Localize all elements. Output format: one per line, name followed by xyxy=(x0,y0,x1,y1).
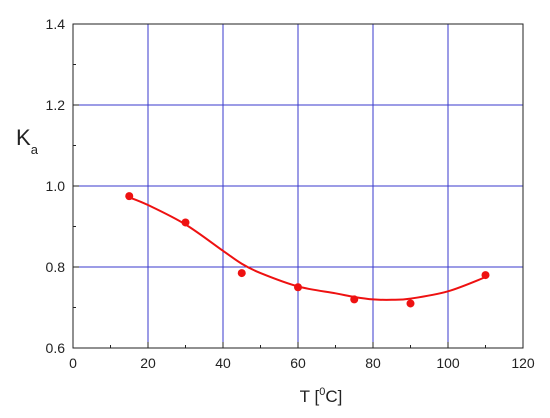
axis-ticks xyxy=(72,23,524,349)
x-tick-label: 80 xyxy=(365,355,381,371)
y-tick-labels: 0.6 0.8 1.0 1.2 1.4 xyxy=(46,16,66,356)
x-axis-label: T [0C] xyxy=(300,386,343,406)
y-tick-label: 0.8 xyxy=(46,259,66,275)
y-tick-label: 1.0 xyxy=(46,178,66,194)
y-tick-label: 0.6 xyxy=(46,340,66,356)
grid-lines xyxy=(73,24,523,348)
y-axis-label: Ka xyxy=(16,125,39,157)
data-point xyxy=(125,192,134,201)
x-tick-label: 40 xyxy=(215,355,231,371)
data-point xyxy=(294,283,302,292)
x-tick-label: 100 xyxy=(436,355,460,371)
data-point xyxy=(406,299,415,308)
fit-curve xyxy=(128,196,486,301)
data-points xyxy=(125,192,490,308)
y-tick-label: 1.2 xyxy=(46,97,66,113)
data-point xyxy=(350,295,359,304)
y-tick-label: 1.4 xyxy=(46,16,66,32)
x-tick-labels: 0 20 40 60 80 100 120 xyxy=(69,355,535,371)
x-tick-label: 60 xyxy=(290,355,306,371)
data-point xyxy=(181,218,190,227)
x-tick-label: 20 xyxy=(140,355,156,371)
data-point xyxy=(237,269,246,278)
x-tick-label: 0 xyxy=(69,355,77,371)
x-tick-label: 120 xyxy=(511,355,535,371)
data-point xyxy=(481,271,490,280)
